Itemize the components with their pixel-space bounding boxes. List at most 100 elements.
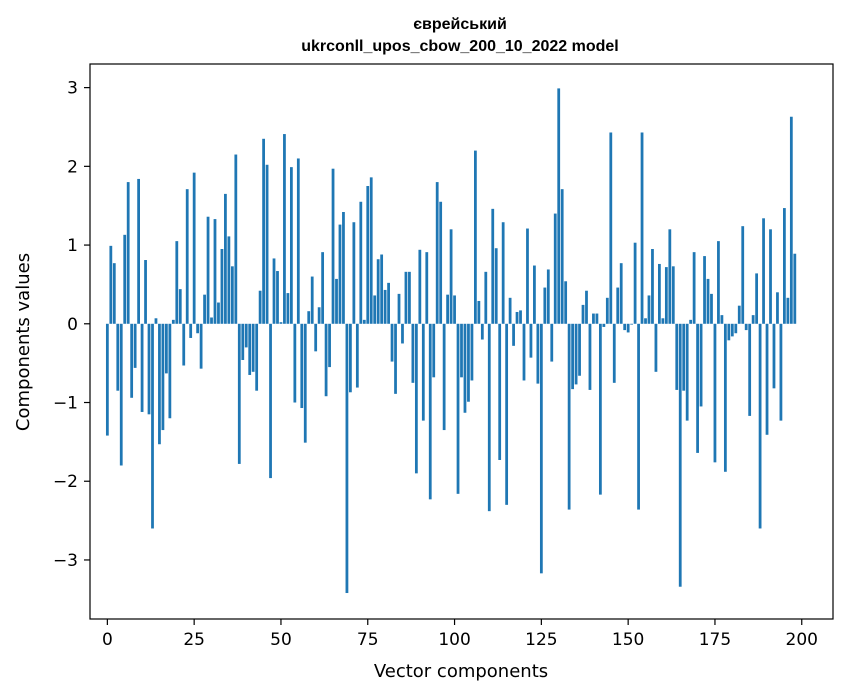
bar-141 (595, 313, 599, 324)
bar-117 (512, 323, 515, 346)
bar-138 (585, 290, 588, 324)
bar-51 (283, 134, 286, 324)
bar-192 (772, 323, 776, 389)
y-tick-label--2: −2 (53, 472, 78, 492)
bar-105 (470, 323, 474, 381)
bar-12 (147, 323, 151, 415)
bar-53 (289, 167, 293, 324)
bar-181 (734, 323, 738, 334)
bar-98 (446, 294, 449, 324)
bar-178 (723, 323, 727, 472)
bar-132 (564, 281, 568, 324)
bar-119 (519, 310, 522, 324)
bar-164 (675, 323, 679, 390)
bar-159 (658, 263, 661, 324)
bar-50 (279, 322, 283, 324)
bar-25 (192, 172, 196, 324)
bar-63 (324, 323, 328, 397)
x-axis-label: Vector components (374, 661, 548, 682)
bar-130 (557, 88, 561, 324)
bar-41 (248, 323, 252, 375)
bar-45 (262, 138, 265, 324)
bar-22 (182, 323, 186, 366)
bar-16 (161, 323, 165, 431)
bar-184 (744, 323, 748, 331)
bar-140 (592, 313, 595, 324)
x-tick-label-100: 100 (438, 630, 470, 650)
bar-56 (300, 323, 304, 409)
bar-148 (619, 263, 623, 324)
bar-193 (776, 292, 779, 324)
bar-180 (730, 323, 734, 337)
bar-123 (533, 265, 536, 324)
bar-43 (255, 323, 259, 391)
bar-186 (751, 315, 755, 324)
bar-66 (335, 278, 338, 324)
bar-97 (442, 323, 446, 431)
bar-28 (203, 294, 206, 324)
bar-80 (383, 289, 387, 324)
y-tick-label--3: −3 (53, 551, 78, 571)
bar-118 (515, 311, 519, 324)
bar-87 (408, 271, 411, 324)
bar-153 (637, 323, 640, 510)
bar-125 (539, 323, 543, 574)
x-tick-label-175: 175 (699, 630, 731, 650)
bar-189 (762, 218, 765, 324)
bar-21 (178, 289, 182, 324)
bar-198 (793, 253, 797, 324)
y-tick-label-2: 2 (67, 157, 78, 177)
bar-177 (720, 315, 724, 324)
bar-150 (626, 323, 630, 333)
bar-137 (581, 304, 585, 324)
bar-59 (310, 276, 314, 324)
bar-33 (220, 249, 224, 324)
y-axis-ticks: −3 −2 −1 0 1 2 3 (53, 79, 90, 571)
bar-38 (237, 323, 241, 464)
bar-188 (758, 323, 762, 529)
bar-196 (786, 297, 790, 324)
bar-115 (505, 323, 509, 505)
y-tick-label-3: 3 (67, 79, 78, 99)
x-tick-label-125: 125 (525, 630, 557, 650)
bar-3 (116, 323, 120, 391)
bar-0 (105, 323, 109, 436)
bar-170 (696, 323, 699, 453)
bar-42 (251, 323, 255, 372)
bar-67 (338, 224, 342, 324)
chart-title-line-1: єврейський (413, 16, 507, 33)
bar-20 (175, 241, 179, 324)
bar-84 (397, 293, 401, 324)
bar-49 (276, 271, 279, 324)
bar-96 (439, 201, 443, 324)
bar-82 (390, 323, 394, 362)
bar-36 (230, 266, 234, 324)
bar-81 (387, 282, 390, 324)
bar-122 (529, 323, 533, 358)
bar-195 (783, 208, 786, 324)
bar-116 (508, 297, 512, 324)
bar-136 (578, 323, 581, 376)
bar-27 (199, 323, 203, 369)
bar-48 (272, 258, 276, 324)
bar-61 (317, 307, 321, 324)
chart-title-line-2: ukrconll_upos_cbow_200_10_2022 model (301, 38, 618, 55)
x-tick-label-150: 150 (612, 630, 644, 650)
bar-85 (401, 323, 404, 344)
bar-6 (126, 182, 130, 324)
bar-160 (661, 318, 665, 324)
bar-146 (612, 323, 616, 383)
bar-191 (769, 229, 772, 324)
bar-114 (501, 222, 505, 324)
bar-108 (480, 323, 484, 340)
bar-73 (359, 201, 363, 324)
bar-145 (609, 132, 613, 324)
bar-174 (710, 293, 713, 324)
bar-155 (644, 318, 647, 324)
bar-5 (123, 234, 127, 324)
bar-4 (119, 323, 123, 466)
bar-26 (196, 323, 200, 334)
bar-110 (487, 323, 491, 512)
bar-158 (654, 323, 658, 372)
bar-2 (112, 263, 116, 324)
